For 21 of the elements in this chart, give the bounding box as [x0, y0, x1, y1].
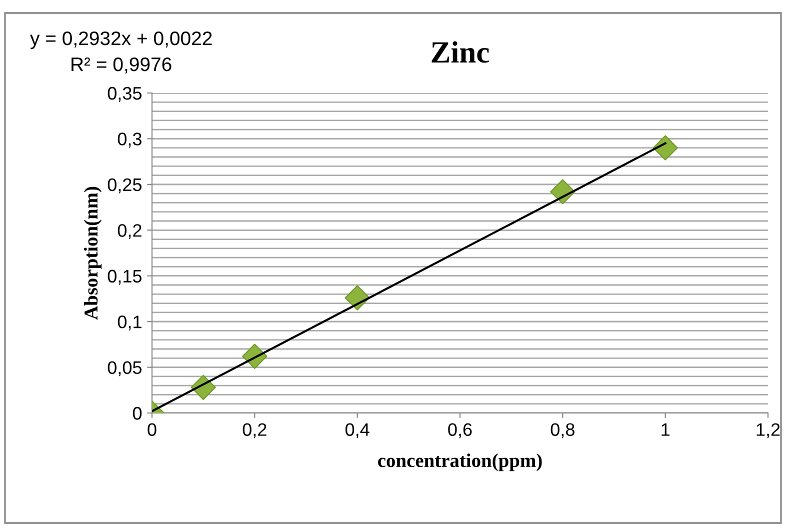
- x-tick-label: 0: [148, 423, 156, 436]
- y-axis-title: Absorption(nm): [84, 186, 102, 320]
- chart-title: Zinc: [432, 41, 489, 63]
- x-axis-title: concentration(ppm): [378, 453, 542, 472]
- y-tick-label: 0,3: [118, 132, 142, 148]
- y-tick-label: 0: [132, 406, 142, 420]
- point: [652, 135, 678, 160]
- text: y = 0,2932x + 0,0022: [30, 31, 212, 50]
- y-tick-label: 0,25: [108, 178, 142, 194]
- y-tick-label: 0,05: [108, 361, 142, 376]
- y-tick-label: 0,1: [118, 316, 142, 330]
- y-tick-label: 0,2: [118, 224, 142, 239]
- x-tick-label: 0,8: [550, 423, 574, 438]
- x-tick-label: 1: [662, 423, 670, 436]
- x-tick-label: 1,2: [756, 423, 780, 438]
- y-tick-label: 0,35: [108, 86, 142, 102]
- y-tick-label: 0,15: [108, 270, 142, 285]
- x-tick-label: 0,6: [448, 423, 472, 438]
- x-tick-label: 0,2: [242, 423, 266, 438]
- text: R² = 0,9976: [72, 57, 172, 74]
- x-tick-label: 0,4: [345, 423, 370, 438]
